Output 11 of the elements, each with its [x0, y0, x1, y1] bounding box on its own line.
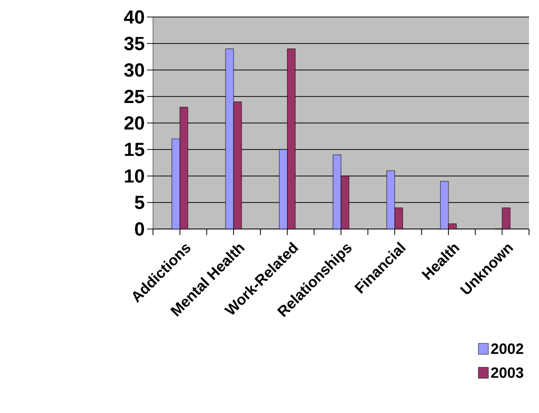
legend-label: 2002	[491, 343, 524, 354]
y-tick-label: 0	[135, 222, 144, 236]
legend-label: 2003	[491, 367, 524, 378]
y-tick-label: 5	[134, 196, 144, 210]
y-tick-label: 40	[124, 10, 144, 24]
y-tick-label: 15	[124, 142, 144, 156]
y-tick-label: 25	[124, 90, 144, 104]
y-tick-label: 20	[124, 116, 144, 130]
y-tick-label: 10	[124, 169, 144, 183]
y-tick-label: 30	[124, 63, 144, 77]
y-tick-label: 35	[124, 36, 144, 50]
